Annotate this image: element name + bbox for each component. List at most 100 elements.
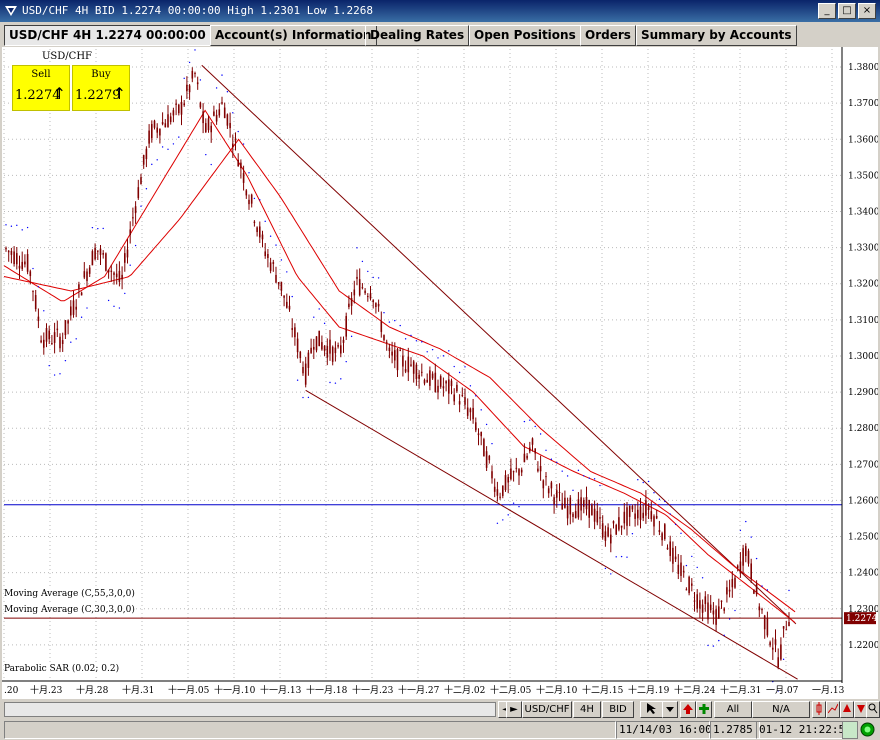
sar-dot [377, 277, 380, 279]
candle-body [750, 563, 752, 579]
tab-summary-by-accounts[interactable]: Summary by Accounts [636, 25, 797, 46]
candle-body [296, 338, 299, 353]
tab-chart[interactable]: USD/CHF 4H 1.2274 00:00:00 [4, 25, 211, 46]
candle-body [626, 507, 628, 526]
sar-dot [766, 589, 769, 591]
candle-body [48, 330, 50, 340]
candle-body [542, 480, 545, 489]
minimize-button[interactable]: _ [818, 3, 836, 19]
cursor-price: 1.2785 [710, 721, 760, 739]
sar-dot [178, 136, 180, 138]
scroll-right-button[interactable]: ► [506, 701, 522, 718]
cursor-dropdown-button[interactable] [662, 701, 678, 718]
sar-dot [248, 172, 250, 174]
candle-body [504, 475, 507, 491]
y-tick-label: 1.2600 [848, 496, 878, 506]
sar-dot [755, 557, 758, 560]
cursor-tool-button[interactable] [640, 701, 664, 718]
candle-body [593, 508, 596, 522]
candle-body [526, 455, 528, 459]
sar-dot [475, 395, 477, 397]
candle-body [218, 109, 221, 116]
horizontal-scrollbar[interactable] [4, 702, 496, 717]
candle-body [29, 271, 32, 277]
tab-dealing-rates[interactable]: Dealing Rates [365, 25, 470, 46]
candle-body [377, 303, 380, 307]
sar-dot [215, 87, 218, 89]
candle-body [221, 102, 223, 104]
indicator-label-sar[interactable]: Parabolic SAR (0.02; 0.2) [4, 664, 120, 674]
bid-ask-button[interactable]: BID [602, 701, 634, 718]
candle-body [115, 273, 118, 278]
candle-body [175, 103, 177, 105]
candle-body [334, 347, 337, 354]
sar-dot [777, 690, 779, 692]
candle-body [634, 513, 636, 519]
candle-body [7, 250, 10, 253]
candle-body [761, 608, 763, 611]
sar-dot [664, 500, 666, 503]
sar-dot [334, 382, 337, 384]
indicator-up-button[interactable] [680, 701, 696, 718]
y-tick-label: 1.3200 [848, 280, 878, 290]
candle-body [658, 530, 661, 533]
candle-body [256, 227, 258, 233]
candle-body [97, 250, 99, 252]
zoom-out-button[interactable] [854, 701, 868, 718]
tab-account-information[interactable]: Account(s) Information [210, 25, 377, 46]
candle-body [53, 332, 56, 343]
candle-body [16, 253, 18, 265]
sar-dot [480, 409, 482, 411]
candle-body [437, 385, 439, 393]
sell-box[interactable]: Sell 1.2274 ↑ [12, 65, 70, 111]
sar-dot [728, 618, 731, 620]
sar-dot [75, 338, 77, 340]
candle-body [361, 287, 364, 289]
candle-body [159, 128, 161, 136]
sar-dot [48, 364, 50, 367]
indicator-label-ma55[interactable]: Moving Average (C,55,3,0,0) [4, 589, 135, 599]
sar-dot [458, 371, 461, 374]
price-chart[interactable]: 1.3800 1.3700 1.3600 1.3500 1.3400 1.3300 1.32… [2, 47, 878, 699]
tab-orders[interactable]: Orders [580, 25, 636, 46]
all-button[interactable]: All [714, 701, 752, 718]
candle-body [637, 509, 639, 519]
candle-body [372, 300, 374, 303]
indicator-add-button[interactable] [696, 701, 712, 718]
x-tick-label: 十一月.18 [306, 684, 348, 696]
buy-box[interactable]: Buy 1.2279 ↑ [72, 65, 130, 111]
line-chart-button[interactable] [826, 701, 840, 718]
sar-dot [102, 227, 104, 230]
indicator-label-ma30[interactable]: Moving Average (C,30,3,0,0) [4, 605, 135, 615]
sar-dot [642, 481, 644, 484]
sar-dot [53, 374, 56, 376]
candle-body [61, 340, 64, 344]
candle-body [223, 107, 226, 119]
candle-body [620, 525, 623, 528]
y-tick-label: 1.2300 [848, 605, 878, 615]
maximize-button[interactable]: □ [838, 3, 856, 19]
na-button[interactable]: N/A [752, 701, 810, 718]
candle-body [70, 306, 72, 316]
candle-body [769, 642, 771, 646]
sar-dot [453, 365, 455, 368]
search-button[interactable] [866, 701, 880, 718]
sar-dot [561, 470, 563, 472]
candle-body [34, 295, 37, 310]
search-icon [868, 703, 878, 714]
close-button[interactable]: × [858, 3, 876, 19]
sar-dot [685, 564, 688, 567]
connection-status-icon[interactable] [860, 722, 875, 737]
sar-dot [437, 357, 439, 359]
sar-dot [448, 350, 450, 352]
zoom-in-button[interactable] [840, 701, 854, 718]
candle-body [180, 101, 183, 115]
timeframe-button[interactable]: 4H [573, 701, 601, 718]
candle-body [226, 114, 229, 126]
symbol-button[interactable]: USD/CHF [522, 701, 572, 718]
sar-dot [388, 321, 391, 323]
sar-dot [340, 378, 342, 380]
candle-body [186, 84, 188, 92]
tab-open-positions[interactable]: Open Positions [469, 25, 581, 46]
chart-type-button[interactable] [812, 701, 826, 718]
